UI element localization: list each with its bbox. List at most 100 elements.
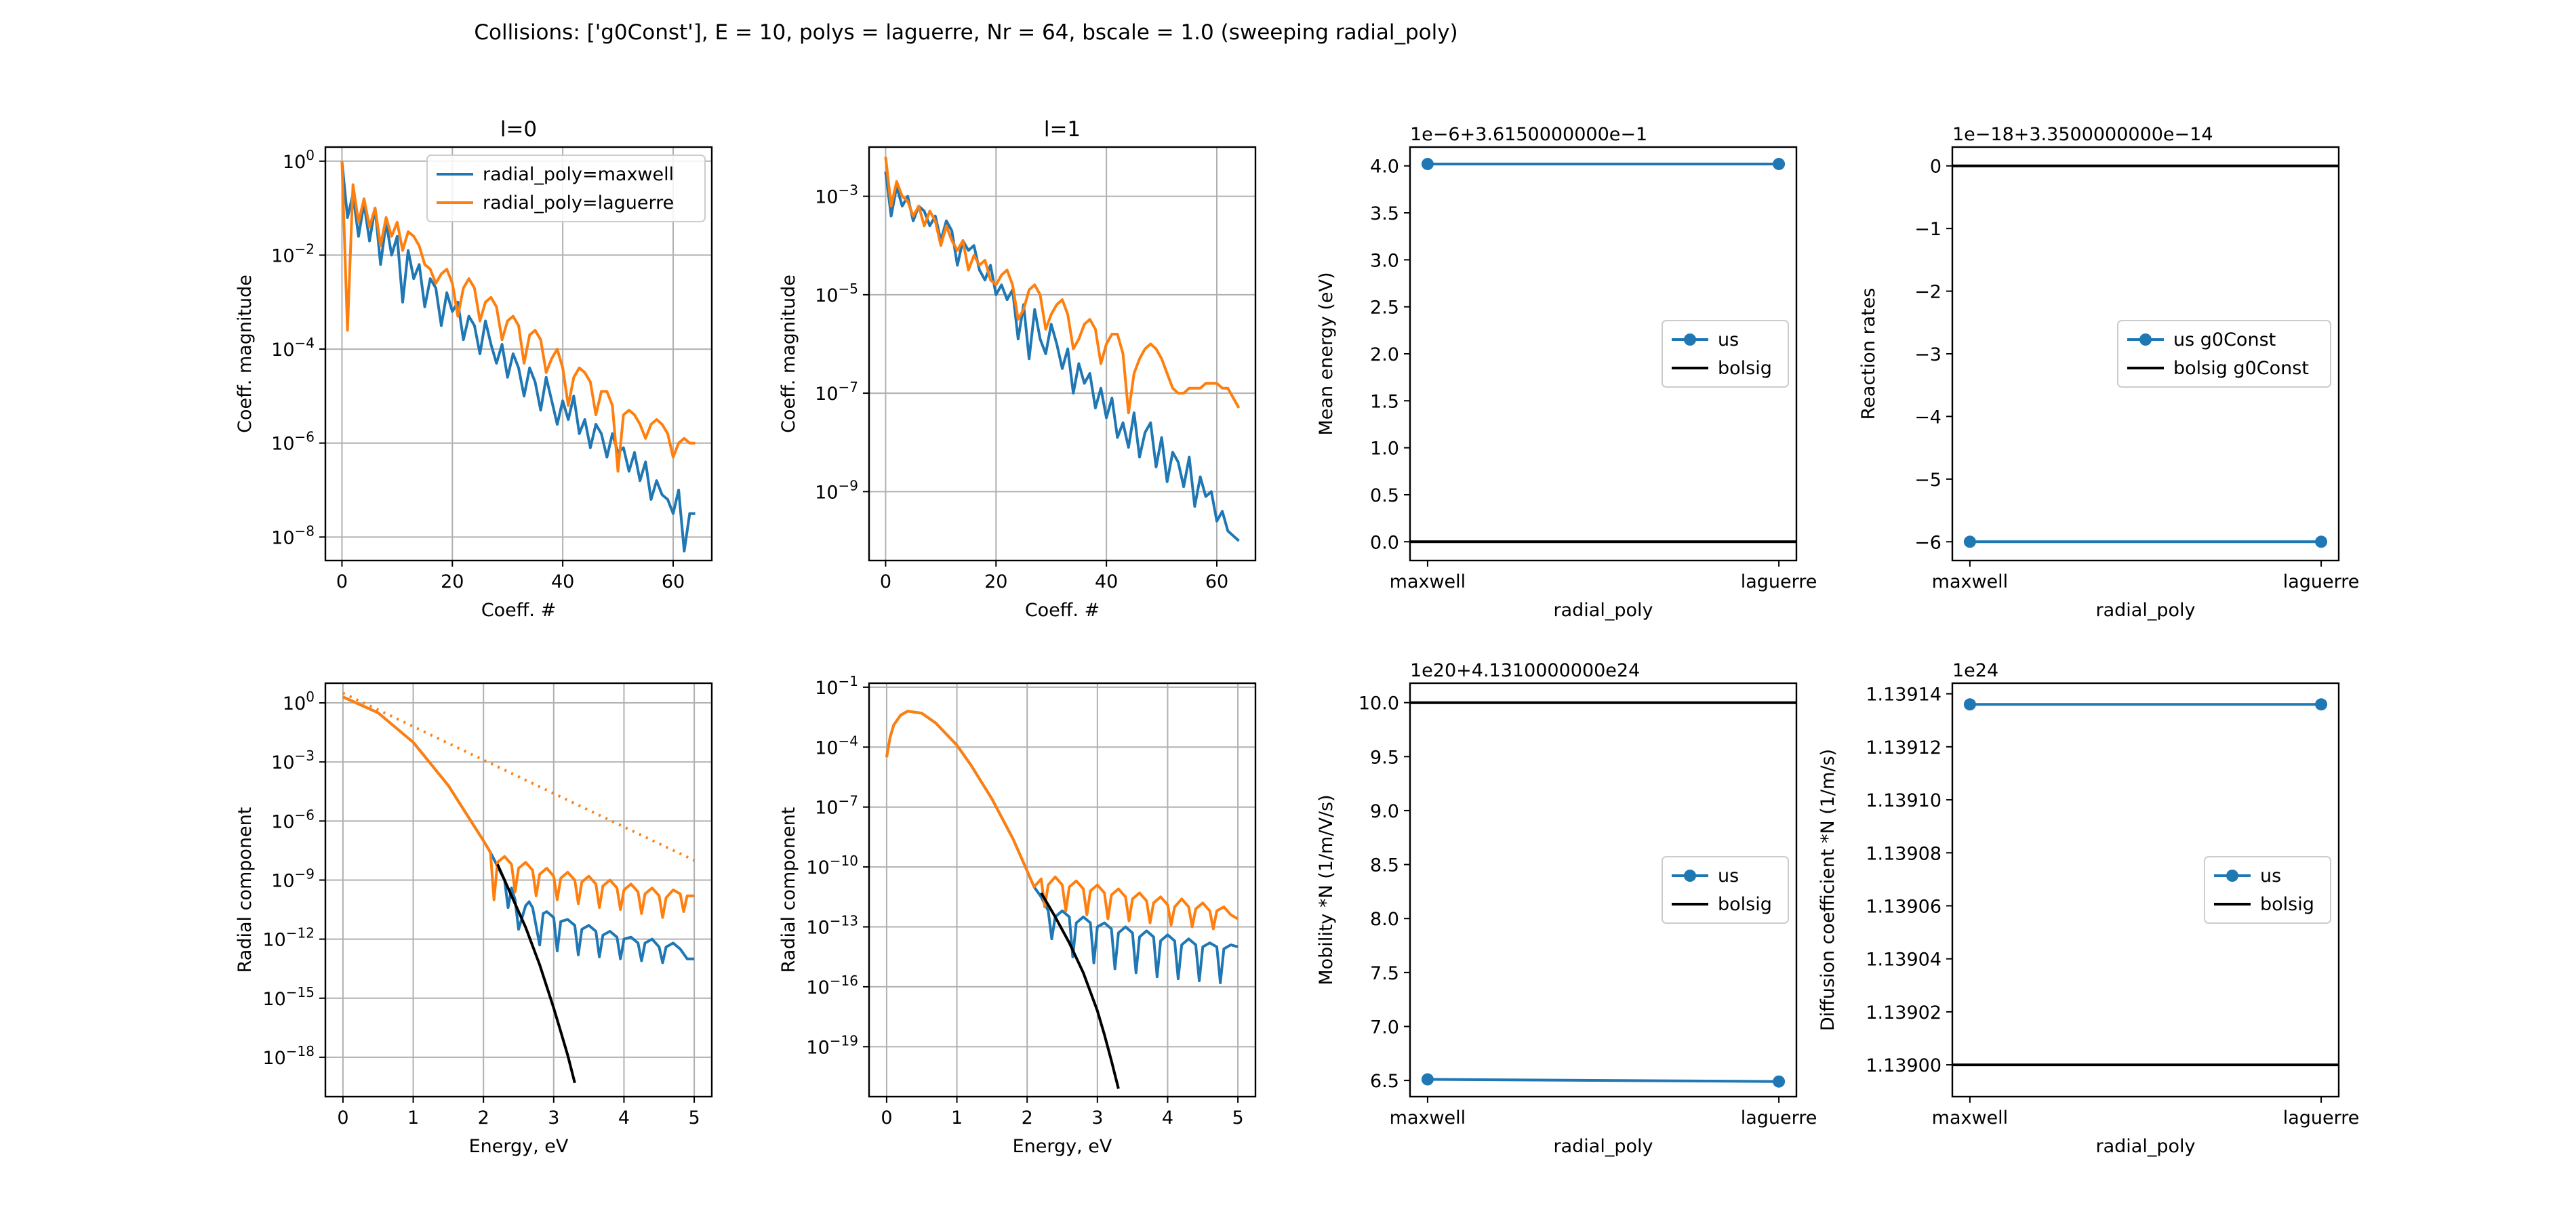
data-point xyxy=(1773,157,1786,170)
y-tick-label: 1.13900 xyxy=(1866,1055,1941,1076)
x-tick-label: laguerre xyxy=(2283,1107,2360,1128)
legend-entry: us g0Const xyxy=(2173,329,2276,350)
data-point xyxy=(1963,698,1976,711)
y-tick-label: 10−12 xyxy=(262,925,315,951)
x-axis-label: radial_poly xyxy=(1554,1136,1653,1157)
series-line-radial-poly-maxwell xyxy=(342,695,695,964)
y-tick-label: 0 xyxy=(1930,157,1941,178)
x-tick-label: 4 xyxy=(618,1107,630,1128)
plot-area xyxy=(340,161,696,553)
data-point xyxy=(1963,535,1976,548)
figure-suptitle: Collisions: ['g0Const'], E = 10, polys =… xyxy=(474,20,1457,45)
x-tick-label: 1 xyxy=(951,1107,963,1128)
x-axis-label: Energy, eV xyxy=(1013,1136,1112,1157)
y-tick-label: 1.13908 xyxy=(1866,843,1941,864)
series-line-bolsig xyxy=(1040,892,1120,1089)
y-tick-label: 8.5 xyxy=(1370,855,1399,876)
x-tick-label: 3 xyxy=(548,1107,559,1128)
y-tick-label: 2.5 xyxy=(1370,298,1399,319)
series-line-radial-poly-laguerre xyxy=(885,710,1239,931)
plot-area xyxy=(1952,698,2339,1067)
chart-radial_l0: 0 1 2 3 4 5 100 10−3 10−6 10−9 10−12 10−15 10−18 Ener… xyxy=(235,682,713,1157)
y-axis-label: Coeff. magnitude xyxy=(778,274,799,433)
series-line-laguerre-dotted xyxy=(342,691,695,862)
chart-mobility: maxwell laguerre 6.5 7.0 7.5 8.0 8.5 9.0 9.5 10.0… xyxy=(1316,660,1817,1157)
series-line-radial-poly-laguerre xyxy=(342,695,695,919)
y-tick-label: 10−5 xyxy=(815,281,858,306)
legend-entry: radial_poly=maxwell xyxy=(483,164,674,185)
x-tick-label: 0 xyxy=(881,1107,892,1128)
chart-reaction_rates: maxwell laguerre 0 −1 −2 −3 −4 −5 −6 1e−18+3.3500… xyxy=(1858,124,2359,621)
y-tick-label: 10−13 xyxy=(806,913,858,939)
chart-title: l=1 xyxy=(1044,117,1081,142)
y-tick-label: 1.0 xyxy=(1370,439,1399,460)
y-tick-label: 10−19 xyxy=(806,1032,858,1058)
y-tick-label: 1.13912 xyxy=(1866,737,1941,758)
y-tick-label: 1.13910 xyxy=(1866,790,1941,811)
legend: us bolsig xyxy=(1662,856,1789,924)
data-point xyxy=(2315,535,2328,548)
x-tick-label: 0 xyxy=(880,571,891,592)
x-axis-label: Coeff. # xyxy=(481,600,556,621)
y-tick-label: −1 xyxy=(1914,219,1941,240)
y-tick-label: 10.0 xyxy=(1359,693,1399,714)
legend-entry: us xyxy=(2260,866,2281,887)
plot-area xyxy=(884,157,1241,542)
plot-area xyxy=(1952,164,2339,548)
chart-mean_energy: maxwell laguerre 0.0 0.5 1.0 1.5 2.0 2.5 3.0 3.5 4… xyxy=(1316,124,1817,621)
x-tick-label: 5 xyxy=(1232,1107,1243,1128)
x-tick-label: laguerre xyxy=(1741,1107,1817,1128)
y-tick-label: 4.0 xyxy=(1370,157,1399,178)
y-tick-label: 10−4 xyxy=(815,733,858,758)
y-tick-label: 10−2 xyxy=(271,241,315,266)
y-tick-label: 10−7 xyxy=(815,793,858,819)
chart-coef_l1: 0 20 40 60 10−3 10−5 10−7 10−9 l=1 Coeff. # Coeff.… xyxy=(778,117,1257,621)
x-tick-label: 40 xyxy=(1095,571,1118,592)
x-tick-label: 2 xyxy=(478,1107,489,1128)
y-tick-label: 9.5 xyxy=(1370,747,1399,768)
series-line-us xyxy=(1427,1078,1779,1083)
y-tick-label: 10−9 xyxy=(815,477,858,503)
chart-title: l=0 xyxy=(500,117,537,142)
y-tick-label: 2.0 xyxy=(1370,344,1399,365)
x-tick-label: laguerre xyxy=(2283,571,2360,592)
legend-entry: us xyxy=(1718,866,1739,887)
y-tick-label: 7.0 xyxy=(1370,1017,1399,1038)
y-axis-label: Reaction rates xyxy=(1858,288,1879,420)
y-tick-label: 0.0 xyxy=(1370,532,1399,553)
x-tick-label: maxwell xyxy=(1390,571,1466,592)
legend: radial_poly=maxwell radial_poly=laguerre xyxy=(426,155,706,222)
legend-entry: bolsig g0Const xyxy=(2173,358,2309,379)
series-line-radial-poly-maxwell xyxy=(884,171,1240,542)
y-tick-label: 6.5 xyxy=(1370,1071,1399,1092)
y-tick-label: 10−4 xyxy=(271,335,315,361)
axes-frame xyxy=(324,146,713,562)
legend-marker xyxy=(2139,333,2152,346)
y-tick-label: 3.0 xyxy=(1370,250,1399,271)
y-tick-label: 8.0 xyxy=(1370,909,1399,930)
legend-box xyxy=(426,155,706,222)
x-tick-label: laguerre xyxy=(1741,571,1817,592)
y-tick-label: 10−6 xyxy=(271,429,315,455)
legend: us g0Const bolsig g0Const xyxy=(2117,320,2331,388)
x-tick-label: maxwell xyxy=(1932,571,2009,592)
y-tick-label: 3.5 xyxy=(1370,203,1399,224)
legend-entry: us xyxy=(1718,329,1739,350)
y-tick-label: 10−15 xyxy=(262,984,315,1010)
legend-entry: radial_poly=laguerre xyxy=(483,192,674,214)
legend-box xyxy=(2117,320,2331,388)
y-tick-label: 10−1 xyxy=(815,673,858,699)
series-line-radial-poly-laguerre xyxy=(340,161,696,473)
legend-marker xyxy=(2226,870,2238,882)
x-axis-label: Energy, eV xyxy=(469,1136,569,1157)
y-tick-label: 10−3 xyxy=(815,182,858,208)
x-tick-label: maxwell xyxy=(1390,1107,1466,1128)
y-tick-label: 10−16 xyxy=(806,973,858,998)
y-tick-label: 10−8 xyxy=(271,523,315,548)
y-tick-label: −4 xyxy=(1914,407,1941,428)
axes-frame xyxy=(1951,682,2340,1098)
x-axis-label: radial_poly xyxy=(1554,600,1653,621)
y-axis-label: Radial component xyxy=(235,807,256,973)
y-tick-label: 1.5 xyxy=(1370,391,1399,412)
